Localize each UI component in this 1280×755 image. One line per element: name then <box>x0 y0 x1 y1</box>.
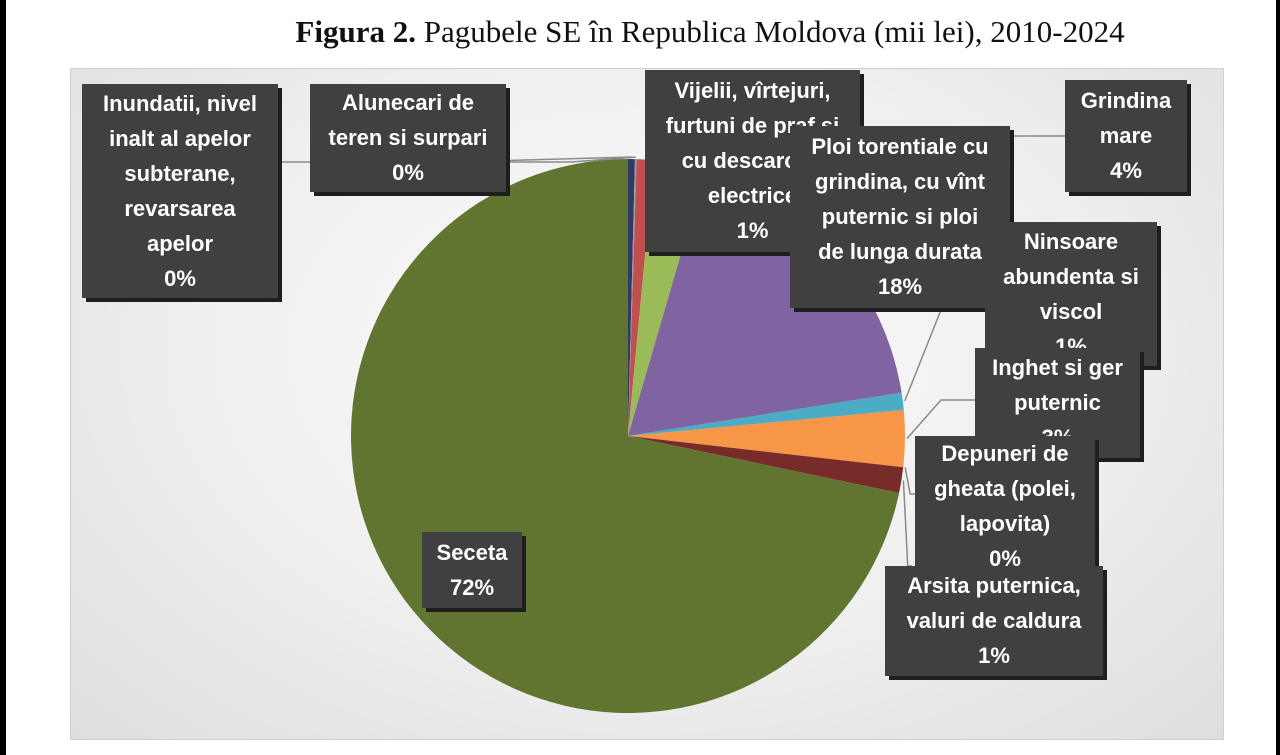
page-border-left <box>0 0 6 755</box>
data-label-inundatii: Inundatii, nivel inalt al apelor subterane… <box>82 84 278 298</box>
data-label-line: mare <box>1099 123 1153 148</box>
data-label-line: subterane, <box>124 161 236 186</box>
data-label-line: 0% <box>989 546 1021 566</box>
data-label-ninsoare: Ninsoare abundenta si viscol 1% <box>985 222 1157 366</box>
data-label-line: abundenta si <box>1003 264 1139 289</box>
data-label-line: gheata (polei, <box>934 476 1076 501</box>
leader-line-6 <box>906 399 975 440</box>
data-label-line: puternic si ploi <box>821 204 979 229</box>
data-label-depuneri: Depuneri de gheata (polei, lapovita) 0% <box>915 436 1095 566</box>
pie-slice-0 <box>628 159 635 436</box>
data-label-line: revarsarea <box>124 196 236 221</box>
data-label-line: Depuneri de <box>941 441 1069 466</box>
data-label-line: Ploi torentiale cu <box>811 134 989 159</box>
page-border-right <box>1276 0 1280 755</box>
data-label-line: 18% <box>877 274 923 299</box>
data-label-line: grindina, cu vînt <box>815 169 985 194</box>
data-label-grindina: Grindina mare 4% <box>1065 80 1187 192</box>
data-label-line: electrice <box>707 183 798 208</box>
data-label-line: Inghet si ger <box>992 355 1123 380</box>
figure-title: Figura 2. Pagubele SE în Republica Moldo… <box>0 14 1280 50</box>
leader-line-5 <box>904 299 985 402</box>
pie-slice-1 <box>628 159 637 437</box>
figure-title-text: Pagubele SE în Republica Moldova (mii le… <box>423 14 1125 49</box>
data-label-ploi-torentiale: Ploi torentiale cu grindina, cu vînt puter… <box>790 126 1010 308</box>
data-label-seceta: Seceta 72% <box>422 532 522 608</box>
data-label-line: 0% <box>164 266 196 291</box>
leader-line-1 <box>506 156 636 163</box>
data-label-line: lapovita) <box>959 511 1051 536</box>
data-label-line: 1% <box>736 218 769 243</box>
figure-prefix: Figura 2. <box>295 14 416 49</box>
data-label-line: apelor <box>146 231 214 256</box>
data-label-line: de lunga durata <box>818 239 982 264</box>
data-label-line: Grindina <box>1080 88 1172 113</box>
data-label-line: 72% <box>449 575 495 600</box>
data-label-line: puternic <box>1014 390 1101 415</box>
data-label-line: inalt al apelor <box>109 126 251 151</box>
data-label-line: Seceta <box>436 540 508 565</box>
data-label-line: teren si surpari <box>328 125 488 150</box>
data-label-line: 4% <box>1110 158 1142 183</box>
data-label-alunecari: Alunecari de teren si surpari 0% <box>310 84 506 192</box>
data-label-line: viscol <box>1039 299 1103 324</box>
data-label-arsita: Arsita puternica, valuri de caldura 1% <box>885 566 1103 676</box>
pie-slice-8 <box>628 436 904 494</box>
data-label-line: Arsita puternica, <box>907 573 1081 598</box>
data-label-line: Inundatii, nivel <box>102 91 257 116</box>
data-label-line: 1% <box>978 643 1010 668</box>
pie-slice-6 <box>628 409 905 468</box>
data-label-line: Vijelii, vîrtejuri, <box>674 78 831 103</box>
data-label-line: 0% <box>392 160 424 185</box>
leader-line-7 <box>904 467 915 495</box>
pie-slice-5 <box>628 392 904 436</box>
data-label-line: Alunecari de <box>341 90 475 115</box>
data-label-line: valuri de caldura <box>906 608 1082 633</box>
data-label-line: Ninsoare <box>1023 229 1119 254</box>
